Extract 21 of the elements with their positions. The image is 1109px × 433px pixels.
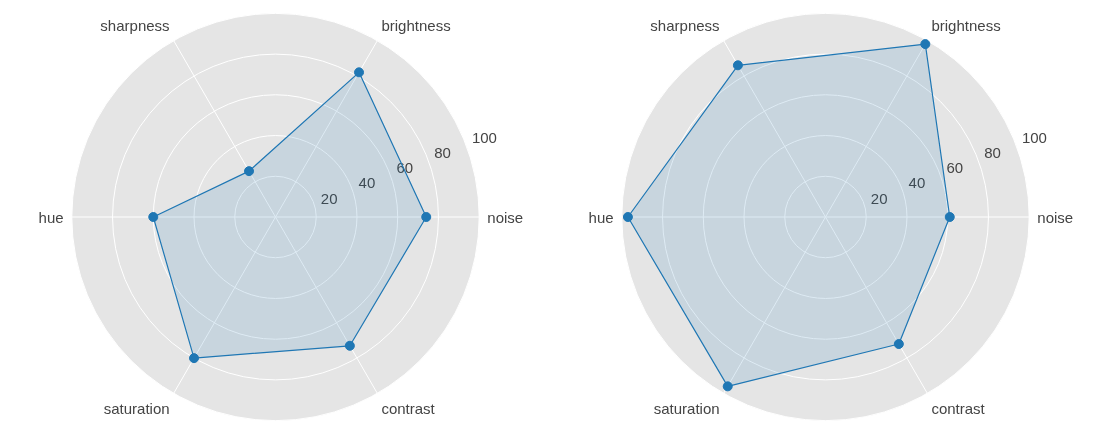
spoke-label: noise [487, 208, 524, 226]
spoke-label: saturation [653, 400, 720, 418]
spoke-label: sharpness [650, 16, 720, 34]
spoke-label: noise [1037, 208, 1074, 226]
spoke-label: contrast [931, 400, 986, 418]
y-tick-label: 100 [471, 128, 497, 146]
y-tick-label: 80 [984, 143, 1001, 161]
y-tick-label: 100 [1021, 128, 1047, 146]
spoke-label: contrast [381, 400, 436, 418]
spoke-label: brightness [381, 16, 451, 34]
y-tick-label: 60 [946, 159, 964, 177]
spoke-label: saturation [103, 400, 170, 418]
y-tick-label: 40 [358, 174, 376, 192]
y-tick-label: 20 [870, 189, 888, 207]
y-tick-label: 20 [320, 189, 338, 207]
y-tick-label: 40 [908, 174, 926, 192]
spoke-label: sharpness [100, 16, 170, 34]
spoke-label: hue [588, 208, 614, 226]
spoke-label: hue [38, 208, 64, 226]
y-tick-label: 80 [434, 143, 451, 161]
spoke-label: brightness [931, 16, 1001, 34]
